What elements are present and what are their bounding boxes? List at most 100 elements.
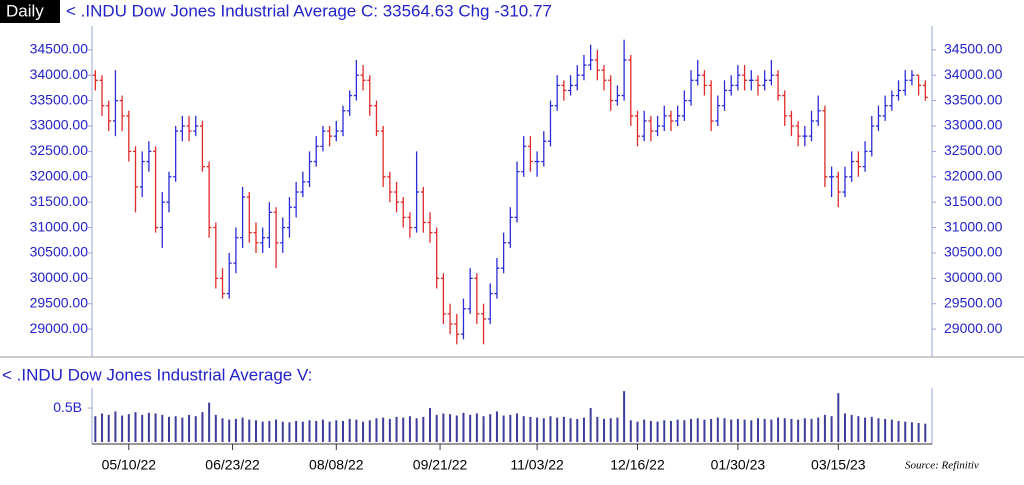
- volume-bar: [402, 417, 405, 442]
- volume-bar: [609, 418, 612, 442]
- period-badge: [0, 0, 60, 23]
- volume-bar: [556, 417, 559, 442]
- volume-bar: [295, 420, 298, 442]
- volume-bar: [904, 421, 907, 442]
- volume-bar: [830, 416, 833, 442]
- x-tick-label: 12/16/22: [610, 457, 665, 473]
- x-tick-label: 03/15/23: [811, 457, 866, 473]
- volume-bar: [716, 417, 719, 442]
- volume-bar: [890, 419, 893, 442]
- volume-bar: [683, 420, 686, 442]
- volume-bar: [582, 417, 585, 442]
- chart-title: < .INDU Dow Jones Industrial Average C: …: [66, 1, 552, 20]
- volume-bar: [509, 414, 512, 442]
- y-tick-label: 34000.00: [30, 66, 89, 82]
- volume-bar: [877, 418, 880, 442]
- volume-bar: [435, 414, 438, 442]
- y-tick-label: 32500.00: [30, 142, 89, 158]
- volume-bar: [522, 416, 525, 442]
- volume-bar: [864, 417, 867, 442]
- volume-bar: [368, 420, 371, 442]
- volume-bar: [870, 416, 873, 442]
- volume-bar: [542, 418, 545, 442]
- volume-bar: [690, 418, 693, 442]
- volume-bar: [703, 419, 706, 442]
- volume-bar: [736, 418, 739, 442]
- volume-bar: [127, 414, 130, 442]
- volume-bar: [208, 402, 211, 442]
- volume-bar: [442, 413, 445, 442]
- volume-bar: [623, 391, 626, 442]
- volume-bar: [536, 417, 539, 442]
- volume-bar: [696, 418, 699, 442]
- x-tick-label: 05/10/22: [102, 457, 157, 473]
- volume-bar: [897, 420, 900, 442]
- volume-bar: [382, 417, 385, 442]
- period-label: Daily: [6, 1, 44, 20]
- volume-bar: [850, 414, 853, 442]
- volume-bar: [756, 418, 759, 442]
- volume-bar: [261, 421, 264, 442]
- source-note: Source: Refinitiv: [905, 460, 979, 472]
- y2-tick-label: 29000.00: [944, 320, 1003, 336]
- volume-bar: [341, 420, 344, 442]
- y-tick-label: 33500.00: [30, 91, 89, 107]
- volume-bar: [328, 421, 331, 442]
- volume-bar: [221, 418, 224, 442]
- y2-tick-label: 30000.00: [944, 269, 1003, 285]
- volume-bar: [94, 416, 97, 442]
- x-tick-label: 08/08/22: [309, 457, 364, 473]
- volume-bar: [810, 418, 813, 442]
- volume-bar: [422, 416, 425, 442]
- volume-bar: [301, 421, 304, 442]
- volume-bar: [783, 418, 786, 442]
- volume-bar: [362, 421, 365, 442]
- volume-bar: [596, 416, 599, 442]
- volume-bar: [241, 417, 244, 442]
- volume-bar: [837, 393, 840, 442]
- y-tick-label: 31000.00: [30, 218, 89, 234]
- volume-bar: [616, 417, 619, 442]
- volume-bar: [214, 414, 217, 442]
- y-tick-label: 33000.00: [30, 117, 89, 133]
- y2-tick-label: 31000.00: [944, 218, 1003, 234]
- y-tick-label: 29500.00: [30, 294, 89, 310]
- y-tick-label: 32000.00: [30, 167, 89, 183]
- y-tick-label: 0.5B: [53, 399, 82, 415]
- volume-bar: [167, 416, 170, 442]
- volume-bar: [562, 416, 565, 442]
- volume-bar: [529, 416, 532, 442]
- volume-title: < .INDU Dow Jones Industrial Average V:: [2, 365, 312, 384]
- volume-bar: [743, 419, 746, 442]
- volume-bar: [750, 420, 753, 442]
- volume-bar: [549, 416, 552, 442]
- volume-bar: [469, 414, 472, 442]
- volume-bar: [194, 416, 197, 442]
- y-tick-label: 34500.00: [30, 41, 89, 57]
- volume-bar: [924, 423, 927, 442]
- volume-bar: [321, 419, 324, 442]
- x-tick-label: 09/21/22: [413, 457, 468, 473]
- volume-bar: [121, 415, 124, 442]
- volume-bar: [315, 420, 318, 442]
- volume-bar: [248, 419, 251, 442]
- y-tick-label: 29000.00: [30, 320, 89, 336]
- volume-bar: [649, 420, 652, 442]
- volume-bar: [669, 420, 672, 442]
- volume-bar: [348, 418, 351, 442]
- volume-bar: [308, 420, 311, 442]
- volume-bar: [817, 417, 820, 442]
- volume-bar: [723, 418, 726, 442]
- y2-tick-label: 34500.00: [944, 41, 1003, 57]
- volume-bar: [188, 414, 191, 442]
- volume-bar: [201, 412, 204, 442]
- volume-bar: [603, 418, 606, 442]
- volume-bar: [770, 419, 773, 442]
- volume-bar: [790, 418, 793, 442]
- volume-bar: [576, 418, 579, 442]
- x-tick-label: 11/03/22: [510, 457, 564, 473]
- volume-bar: [636, 421, 639, 442]
- y2-tick-label: 32000.00: [944, 167, 1003, 183]
- volume-bar: [147, 412, 150, 442]
- x-tick-label: 06/23/22: [205, 457, 260, 473]
